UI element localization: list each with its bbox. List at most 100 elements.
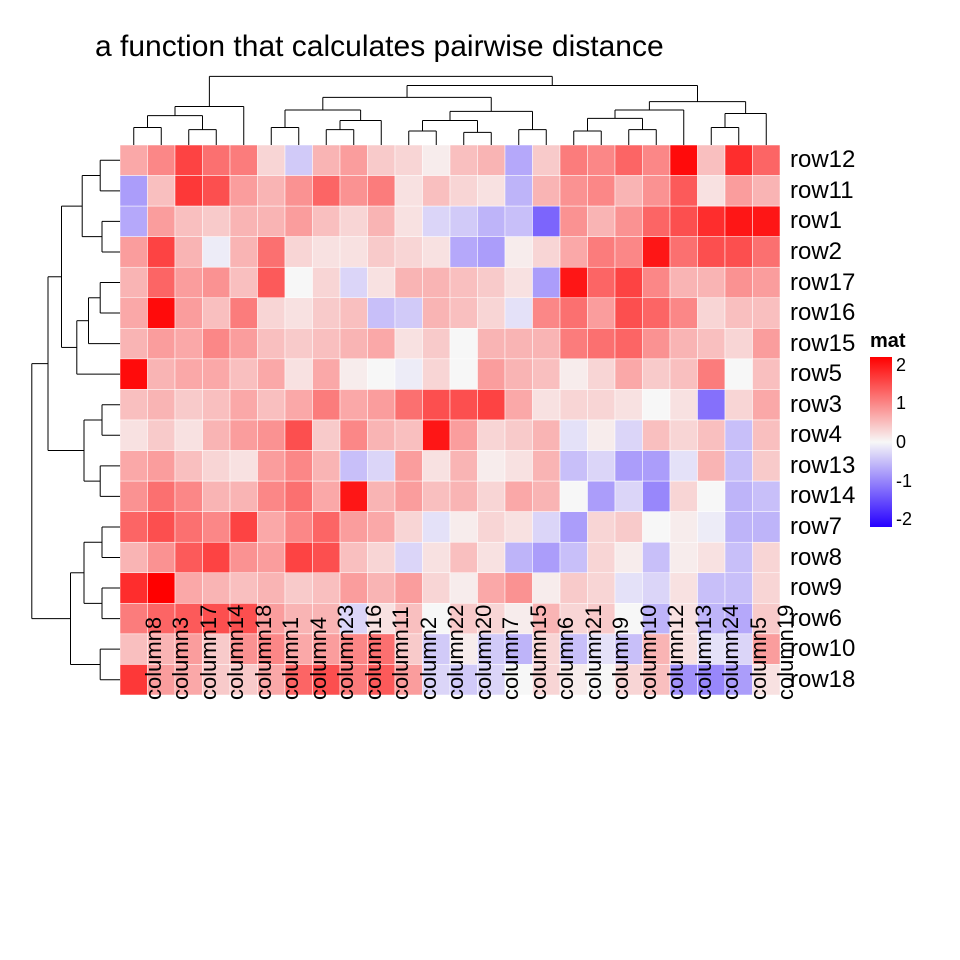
- heatmap-cell: [505, 542, 533, 573]
- heatmap-cell: [533, 542, 561, 573]
- heatmap-cell: [560, 512, 588, 543]
- heatmap-cell: [230, 298, 258, 329]
- heatmap-cell: [698, 451, 726, 482]
- heatmap-cell: [120, 206, 148, 237]
- heatmap-cell: [258, 176, 286, 207]
- heatmap-cell: [340, 206, 368, 237]
- row-label: row12: [790, 148, 855, 172]
- heatmap-cell: [725, 176, 753, 207]
- heatmap-cell: [588, 573, 616, 604]
- heatmap-cell: [588, 420, 616, 451]
- heatmap-cell: [285, 389, 313, 420]
- column-label: column20: [471, 605, 497, 700]
- heatmap-cell: [588, 145, 616, 176]
- column-label: column12: [663, 605, 689, 700]
- heatmap-cell: [533, 237, 561, 268]
- heatmap-cell: [478, 206, 506, 237]
- heatmap-cell: [340, 176, 368, 207]
- heatmap-cell: [340, 359, 368, 390]
- heatmap-cell: [615, 542, 643, 573]
- heatmap-cell: [313, 481, 341, 512]
- heatmap-cell: [313, 389, 341, 420]
- heatmap-cell: [120, 298, 148, 329]
- column-label: column5: [746, 617, 772, 700]
- heatmap-cell: [368, 237, 396, 268]
- heatmap-cell: [175, 206, 203, 237]
- heatmap-cell: [258, 206, 286, 237]
- heatmap-cell: [478, 389, 506, 420]
- heatmap-cell: [395, 481, 423, 512]
- heatmap-cell: [615, 298, 643, 329]
- heatmap-cell: [203, 298, 231, 329]
- heatmap-cell: [698, 267, 726, 298]
- heatmap-cell: [478, 267, 506, 298]
- heatmap-cell: [175, 389, 203, 420]
- heatmap-cell: [313, 573, 341, 604]
- heatmap-cell: [560, 206, 588, 237]
- heatmap-cell: [148, 176, 176, 207]
- heatmap-cell: [423, 573, 451, 604]
- column-label: column10: [636, 605, 662, 700]
- heatmap-cell: [450, 451, 478, 482]
- column-label: column8: [141, 617, 167, 700]
- column-label: column2: [416, 617, 442, 700]
- heatmap-cell: [148, 237, 176, 268]
- heatmap-cell: [725, 206, 753, 237]
- heatmap-cell: [533, 267, 561, 298]
- heatmap-cell: [175, 298, 203, 329]
- heatmap-cell: [643, 267, 671, 298]
- heatmap-cell: [230, 176, 258, 207]
- heatmap-cell: [175, 359, 203, 390]
- row-label: row18: [790, 668, 855, 692]
- heatmap-cell: [753, 328, 781, 359]
- heatmap-cell: [588, 481, 616, 512]
- heatmap-cell: [698, 359, 726, 390]
- row-label: row8: [790, 546, 842, 570]
- heatmap-cell: [148, 420, 176, 451]
- heatmap-cell: [230, 328, 258, 359]
- heatmap-cell: [120, 481, 148, 512]
- heatmap-cell: [258, 237, 286, 268]
- heatmap-cell: [450, 420, 478, 451]
- row-dendrogram: [30, 145, 120, 695]
- legend-title: mat: [870, 330, 906, 353]
- column-label: column18: [251, 605, 277, 700]
- heatmap-cell: [285, 267, 313, 298]
- heatmap-cell: [395, 298, 423, 329]
- heatmap-cell: [395, 267, 423, 298]
- heatmap-cell: [423, 206, 451, 237]
- heatmap-cell: [505, 420, 533, 451]
- heatmap-cell: [725, 542, 753, 573]
- heatmap-cell: [340, 512, 368, 543]
- heatmap-cell: [148, 359, 176, 390]
- heatmap-cell: [450, 176, 478, 207]
- heatmap-cell: [753, 389, 781, 420]
- heatmap-cell: [258, 512, 286, 543]
- heatmap-cell: [340, 237, 368, 268]
- heatmap-cell: [368, 145, 396, 176]
- heatmap-cell: [175, 145, 203, 176]
- heatmap-cell: [368, 420, 396, 451]
- heatmap-cell: [505, 206, 533, 237]
- chart-title: a function that calculates pairwise dist…: [95, 30, 664, 64]
- heatmap-cell: [340, 451, 368, 482]
- heatmap-cell: [230, 512, 258, 543]
- heatmap-cell: [368, 328, 396, 359]
- heatmap-cell: [505, 145, 533, 176]
- heatmap-cell: [615, 206, 643, 237]
- heatmap-cell: [670, 206, 698, 237]
- column-label: column7: [498, 617, 524, 700]
- heatmap-cell: [285, 145, 313, 176]
- heatmap-cell: [175, 328, 203, 359]
- legend-tick-label: 1: [896, 394, 906, 412]
- heatmap-cell: [450, 542, 478, 573]
- heatmap-cell: [423, 237, 451, 268]
- heatmap-cell: [615, 512, 643, 543]
- heatmap-cell: [230, 145, 258, 176]
- heatmap-cell: [643, 573, 671, 604]
- heatmap-cell: [203, 542, 231, 573]
- heatmap-cell: [203, 237, 231, 268]
- heatmap-cell: [533, 451, 561, 482]
- row-label: row13: [790, 454, 855, 478]
- heatmap-cell: [505, 451, 533, 482]
